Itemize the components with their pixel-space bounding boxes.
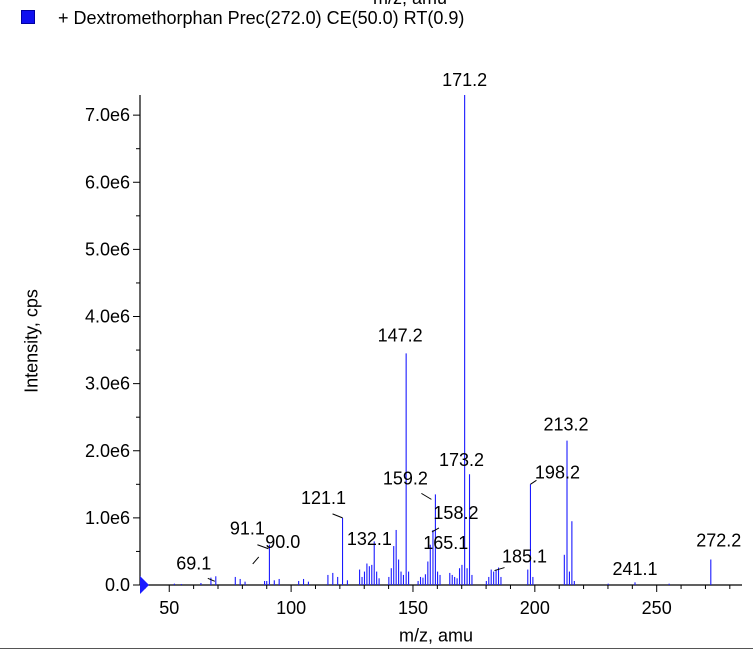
- y-tick-label: 1.0e6: [85, 508, 130, 528]
- y-tick-label: 3.0e6: [85, 374, 130, 394]
- y-tick-label: 7.0e6: [85, 105, 130, 125]
- y-tick-label: 2.0e6: [85, 441, 130, 461]
- peak-label: 213.2: [543, 415, 588, 435]
- legend-swatch: [21, 10, 35, 24]
- peak-label-leader: [252, 556, 260, 565]
- y-axis-label: Intensity, cps: [21, 289, 42, 393]
- x-axis-label: m/z, amu: [398, 625, 474, 646]
- peak-label: 165.1: [423, 533, 468, 553]
- baseline-marker: [140, 576, 149, 594]
- peak-label: 173.2: [439, 450, 484, 470]
- peak-label: 147.2: [378, 325, 423, 345]
- peak-label: 185.1: [502, 547, 547, 567]
- peak-label: 241.1: [612, 559, 657, 579]
- peak-label-leader: [207, 577, 215, 582]
- peak-label: 132.1: [347, 529, 392, 549]
- x-tick-label: 50: [159, 598, 179, 618]
- y-tick-label: 4.0e6: [85, 307, 130, 327]
- x-tick-label: 200: [520, 598, 550, 618]
- x-tick-label: 250: [642, 598, 672, 618]
- x-tick-label: 100: [276, 598, 306, 618]
- y-tick-label: 5.0e6: [85, 239, 130, 259]
- peak-label: 91.1: [230, 519, 265, 539]
- peak-label: 159.2: [383, 468, 428, 488]
- legend-label: + Dextromethorphan Prec(272.0) CE(50.0) …: [58, 8, 465, 28]
- peak-label: 158.2: [433, 503, 478, 523]
- peak-label-leader: [431, 527, 440, 533]
- peak-label: 90.0: [265, 532, 300, 552]
- peak-label-leader: [257, 544, 269, 550]
- peak-label: 121.1: [301, 488, 346, 508]
- bottom-rule: [0, 648, 753, 649]
- peak-label: 272.2: [696, 530, 741, 550]
- x-tick-label: 150: [398, 598, 428, 618]
- y-tick-label: 6.0e6: [85, 172, 130, 192]
- clipped-top-axis-label: m/z, amu: [373, 0, 447, 9]
- peak-label-leader: [332, 513, 343, 519]
- peak-label: 171.2: [442, 70, 487, 90]
- peak-label: 198.2: [535, 462, 580, 482]
- y-tick-label: 0.0: [105, 575, 130, 595]
- peak-label-leader: [421, 492, 432, 500]
- peak-label-leader: [494, 567, 505, 572]
- peak-label-leader: [530, 479, 537, 485]
- peak-label: 69.1: [176, 553, 211, 573]
